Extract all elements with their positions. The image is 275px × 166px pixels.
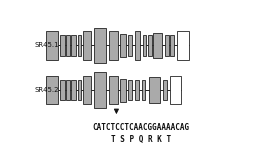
Bar [142, 80, 145, 100]
Bar [170, 35, 174, 56]
Bar [128, 35, 133, 56]
Bar [83, 31, 91, 60]
Text: T S P Q R K T: T S P Q R K T [111, 135, 171, 144]
Bar [94, 72, 106, 108]
Bar [150, 77, 160, 103]
Bar [71, 80, 76, 100]
Text: CATCTCCTCAACGGAAAACAG: CATCTCCTCAACGGAAAACAG [92, 124, 189, 132]
Bar [143, 35, 147, 56]
Bar [78, 35, 81, 56]
Bar [120, 79, 126, 102]
Bar [166, 35, 169, 56]
Bar [148, 35, 152, 56]
Bar [78, 80, 81, 100]
Bar [177, 31, 189, 60]
Text: SR45.1: SR45.1 [34, 42, 59, 48]
Bar [66, 35, 70, 56]
Bar [128, 80, 133, 100]
Bar [71, 35, 76, 56]
Bar [46, 31, 58, 60]
Text: SR45.2: SR45.2 [34, 87, 59, 93]
Bar [109, 31, 118, 60]
Bar [163, 80, 166, 100]
Bar [66, 80, 70, 100]
Bar [170, 76, 182, 104]
Bar [120, 34, 126, 57]
Bar [134, 80, 139, 100]
Bar [109, 76, 118, 104]
Bar [83, 76, 91, 104]
Bar [134, 31, 140, 60]
Bar [153, 33, 162, 58]
Bar [46, 76, 58, 104]
Bar [60, 80, 65, 100]
Bar [94, 28, 106, 63]
Bar [60, 35, 65, 56]
